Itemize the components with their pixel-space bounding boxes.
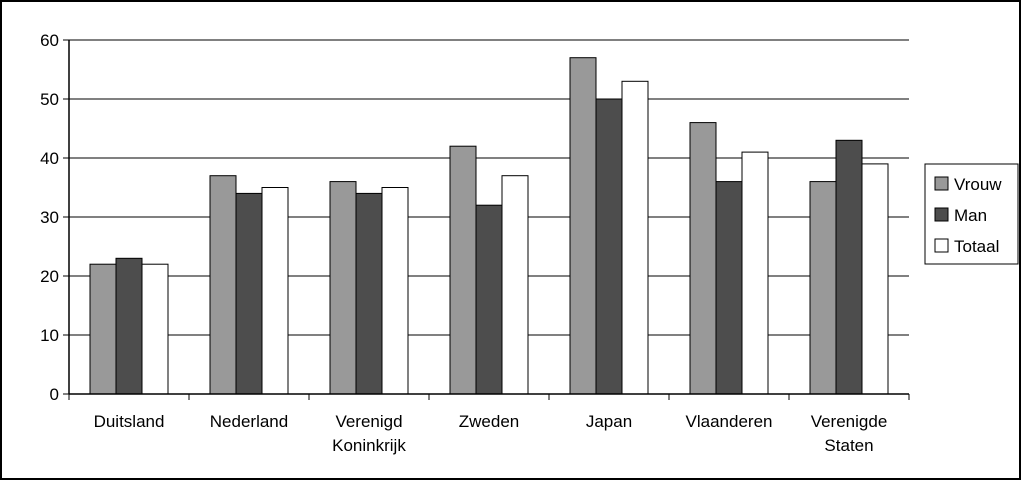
bar-man-1 <box>235 192 263 395</box>
bar-man-4 <box>595 98 623 395</box>
x-category-label: Staten <box>824 436 873 455</box>
bar-vrouw-1 <box>209 175 237 395</box>
x-category-label: Vlaanderen <box>686 412 773 431</box>
x-category-label: Zweden <box>459 412 519 431</box>
legend-swatch-vrouw <box>934 176 949 191</box>
bar-vrouw-2 <box>329 181 357 395</box>
legend-swatch-totaal <box>934 238 949 253</box>
x-category-label: Nederland <box>210 412 288 431</box>
x-category-label: Duitsland <box>94 412 165 431</box>
legend: Vrouw Man Totaal <box>924 163 1019 265</box>
y-tick-label: 20 <box>40 267 59 286</box>
bar-man-2 <box>355 192 383 395</box>
x-category-label: Verenigd <box>335 412 402 431</box>
bar-totaal-3 <box>501 175 529 395</box>
legend-label-man: Man <box>954 206 987 225</box>
bar-totaal-0 <box>141 263 169 395</box>
bar-totaal-2 <box>381 187 409 395</box>
bar-vrouw-0 <box>89 263 117 395</box>
legend-swatch-man <box>934 207 949 222</box>
bar-vrouw-3 <box>449 145 477 395</box>
bar-vrouw-5 <box>689 122 717 395</box>
axis-labels: 0 10 20 30 40 50 60 Duitsland Nederland Verenigd K… <box>40 31 887 455</box>
x-category-label: Koninkrijk <box>332 436 406 455</box>
bar-totaal-6 <box>861 163 889 395</box>
x-category-label: Verenigde <box>811 412 888 431</box>
y-tick-label: 30 <box>40 208 59 227</box>
y-tick-label: 0 <box>50 385 59 404</box>
bar-man-5 <box>715 181 743 395</box>
bar-totaal-5 <box>741 151 769 395</box>
y-tick-label: 40 <box>40 149 59 168</box>
bar-man-3 <box>475 204 503 395</box>
bar-totaal-4 <box>621 80 649 395</box>
y-tick-label: 60 <box>40 31 59 50</box>
bar-man-6 <box>835 139 863 395</box>
gridlines <box>69 39 909 336</box>
x-category-label: Japan <box>586 412 632 431</box>
bar-vrouw-4 <box>569 57 597 395</box>
y-tick-label: 50 <box>40 90 59 109</box>
bar-man-0 <box>115 257 143 395</box>
y-tick-label: 10 <box>40 326 59 345</box>
axes <box>63 39 910 400</box>
bar-vrouw-6 <box>809 181 837 395</box>
legend-label-totaal: Totaal <box>954 237 999 256</box>
bar-totaal-1 <box>261 187 289 395</box>
bars <box>89 57 889 395</box>
legend-label-vrouw: Vrouw <box>954 175 1002 194</box>
